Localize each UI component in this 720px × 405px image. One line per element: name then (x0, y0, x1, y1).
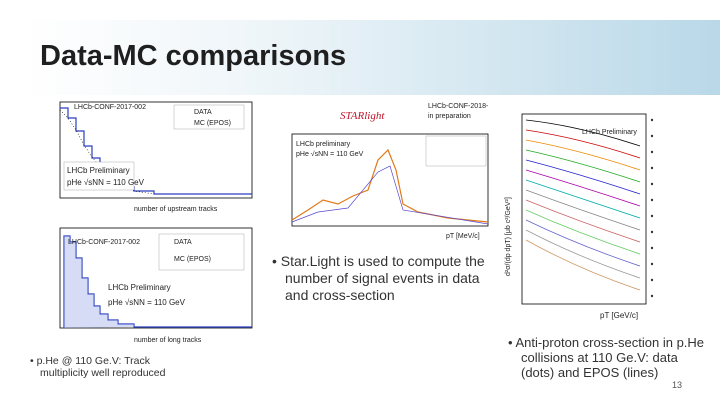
legend-label: DATA (174, 239, 192, 246)
header-banner (22, 20, 720, 95)
bullet-line: multiplicity well reproduced (40, 367, 166, 379)
plot-label: LHCb-CONF-2017-002 (74, 104, 146, 111)
legend-label: MC (EPOS) (174, 256, 211, 263)
plot-label: LHCb Preliminary (67, 166, 130, 175)
axis-label: number of upstream tracks (134, 206, 218, 213)
bullet: • p.He @ 110 Ge.V: Track multiplicity we… (30, 355, 166, 379)
slide-title: Data-MC comparisons (40, 40, 347, 72)
bullet-line: and cross-section (285, 287, 395, 303)
axis-label: number of long tracks (134, 337, 202, 344)
curves (525, 119, 641, 291)
axis-label: pT [MeV/c] (446, 233, 480, 240)
plot-upstream: LHCb-CONF-2017-002 DATA MC (EPOS) LHCb P… (59, 101, 253, 213)
plot-label: pHe √sNN = 110 GeV (108, 298, 186, 307)
bullet-line: p.He @ 110 Ge.V: Track (36, 355, 150, 367)
bullet-line: Star.Light is used to compute the (280, 253, 485, 269)
plot-long: LHCb-CONF-2017-002 DATA MC (EPOS) LHCb P… (59, 227, 253, 344)
legend-label: DATA (194, 109, 212, 116)
plot-starlight: STARlight LHCb-CONF-2018- in preparation… (291, 103, 489, 240)
plot-label: in preparation (428, 113, 471, 120)
axis-label: pT [GeV/c] (600, 311, 638, 320)
plot-label: pHe √sNN = 110 GeV (67, 178, 145, 187)
bullet: • Star.Light is used to compute the numb… (272, 253, 485, 303)
plot-label: LHCb Preliminary (582, 129, 637, 136)
bullet-line: Anti-proton cross-section in p.He (515, 335, 705, 350)
plot-label: LHCb preliminary (296, 141, 351, 148)
axis-label: d²σ/(dp dpT) [μb c²/GeV²] (505, 197, 512, 276)
plot-antiproton: LHCb Preliminary d²σ/(dp dpT) [μb c²/GeV… (505, 113, 654, 320)
plot-label: STARlight (340, 110, 385, 122)
legend-markers (650, 118, 654, 298)
bullet-line: number of signal events in data (285, 270, 480, 286)
plot-label: LHCb-CONF-2017-002 (68, 239, 140, 246)
legend-label: MC (EPOS) (194, 120, 231, 127)
plot-label: LHCb-CONF-2018- (428, 103, 489, 110)
bullet-line: (dots) and EPOS (lines) (521, 365, 659, 380)
bullet: • Anti-proton cross-section in p.He coll… (508, 335, 705, 380)
plot-label: LHCb Preliminary (108, 283, 171, 292)
bullet-line: collisions at 110 Ge.V: data (521, 350, 678, 365)
page-number: 13 (672, 380, 683, 390)
plot-label: pHe √sNN = 110 GeV (296, 150, 364, 158)
